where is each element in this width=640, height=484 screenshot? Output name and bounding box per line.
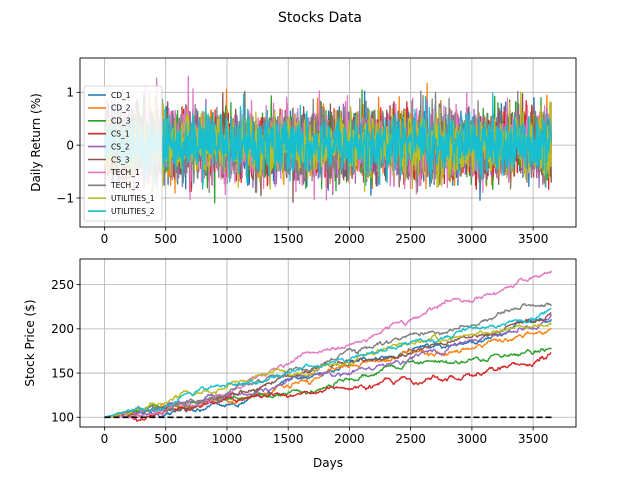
- p1-x-tick-label: 500: [154, 232, 177, 246]
- p1-x-tick-label: 2500: [395, 232, 426, 246]
- price-series-line: [104, 308, 552, 418]
- p2-x-tick-label: 0: [101, 432, 109, 446]
- legend-entry-label: CD_1: [111, 91, 131, 100]
- legend-entry-label: TECH_2: [110, 181, 140, 190]
- legend-entry-label: CS_3: [111, 155, 130, 164]
- p2-x-tick-label: 3000: [457, 432, 488, 446]
- figure-title: Stocks Data: [278, 10, 362, 26]
- p1-x-tick-label: 2000: [334, 232, 365, 246]
- legend-entry-label: CD_2: [111, 104, 131, 113]
- p1-x-tick-label: 1000: [212, 232, 243, 246]
- p1-y-tick-label: 0: [66, 138, 74, 152]
- p2-x-tick-label: 3500: [518, 432, 549, 446]
- price-series-line: [104, 302, 552, 418]
- p2-x-tick-label: 500: [154, 432, 177, 446]
- p1-y-tick-label: 1: [66, 86, 74, 100]
- p2-x-tick-label: 2000: [334, 432, 365, 446]
- price-ticks: 0 500 1000 1500 2000 2500 3000 3500 100 150 200 250: [51, 278, 548, 446]
- price-series-group: [104, 270, 552, 422]
- returns-legend: CD_1 CD_2 CD_3 CS_1 CS_2 CS_3 TECH_1 TECH_2 UTIL…: [83, 85, 163, 222]
- returns-ticks: 0 500 1000 1500 2000 2500 3000 3500 −1 0 1: [56, 86, 548, 246]
- p1-y-tick-label: −1: [56, 191, 74, 205]
- price-series-line: [104, 352, 552, 422]
- price-axes-frame: [79, 258, 577, 428]
- price-panel: 0 500 1000 1500 2000 2500 3000 3500 100 150 200 250…: [23, 258, 577, 470]
- price-x-axis-label: Days: [313, 456, 343, 470]
- legend-entry-label: UTILITIES_1: [111, 194, 155, 203]
- returns-axes-frame: [79, 57, 577, 228]
- p2-y-tick-label: 150: [51, 366, 74, 380]
- returns-legend-box: [83, 85, 163, 222]
- p2-x-tick-label: 1500: [273, 432, 304, 446]
- p2-y-tick-label: 200: [51, 322, 74, 336]
- returns-series-group: [103, 75, 552, 204]
- p2-y-tick-label: 100: [51, 411, 74, 425]
- p2-y-tick-label: 250: [51, 278, 74, 292]
- p2-x-tick-label: 1000: [212, 432, 243, 446]
- legend-entry-label: CD_3: [111, 117, 131, 126]
- p2-x-tick-label: 2500: [395, 432, 426, 446]
- returns-series-line: [103, 92, 552, 189]
- legend-entry-label: UTILITIES_2: [111, 207, 155, 216]
- legend-entry-label: TECH_1: [110, 168, 140, 177]
- price-y-axis-label: Stock Price ($): [23, 299, 37, 386]
- p1-x-tick-label: 3000: [457, 232, 488, 246]
- p1-x-tick-label: 3500: [518, 232, 549, 246]
- returns-panel: 0 500 1000 1500 2000 2500 3000 3500 −1 0 1 Daily R…: [29, 57, 577, 246]
- returns-y-axis-label: Daily Return (%): [29, 93, 43, 192]
- price-series-line: [104, 270, 552, 419]
- p1-x-tick-label: 1500: [273, 232, 304, 246]
- price-series-line: [104, 314, 552, 418]
- legend-entry-label: CS_1: [111, 130, 130, 139]
- legend-entry-label: CS_2: [111, 142, 130, 151]
- price-series-line: [104, 327, 552, 418]
- p1-x-tick-label: 0: [101, 232, 109, 246]
